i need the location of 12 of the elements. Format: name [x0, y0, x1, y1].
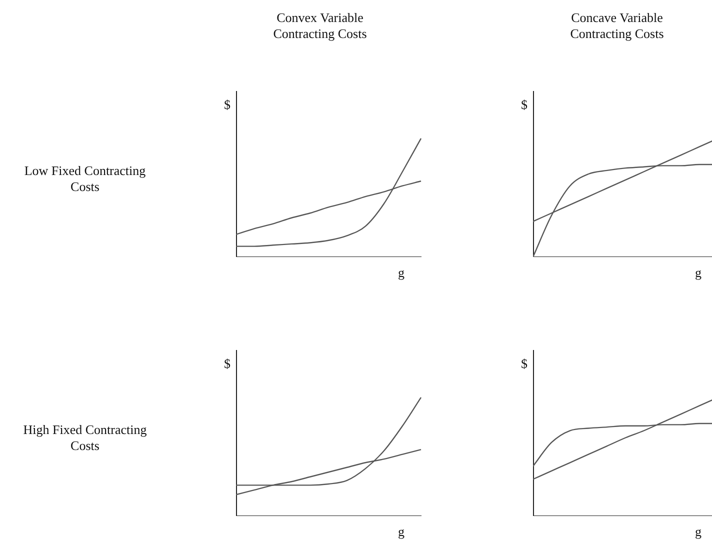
- y-axis-title: $: [521, 97, 528, 113]
- x-axis-title: g: [695, 265, 702, 281]
- text: Low Fixed Contracting Costs: [23, 163, 147, 195]
- chart-title: Concave Variable Contracting Costs: [569, 10, 665, 42]
- chart-title: Convex Variable Contracting Costs: [272, 10, 368, 42]
- x-axis-title: g: [398, 524, 404, 540]
- y-axis-title: $: [521, 356, 528, 372]
- x-axis-title: g: [398, 265, 404, 281]
- y-axis-title: $: [224, 97, 230, 113]
- x-axis-title: g: [695, 524, 702, 540]
- text: High Fixed Contracting Costs: [22, 422, 148, 454]
- y-axis-title: $: [224, 356, 230, 372]
